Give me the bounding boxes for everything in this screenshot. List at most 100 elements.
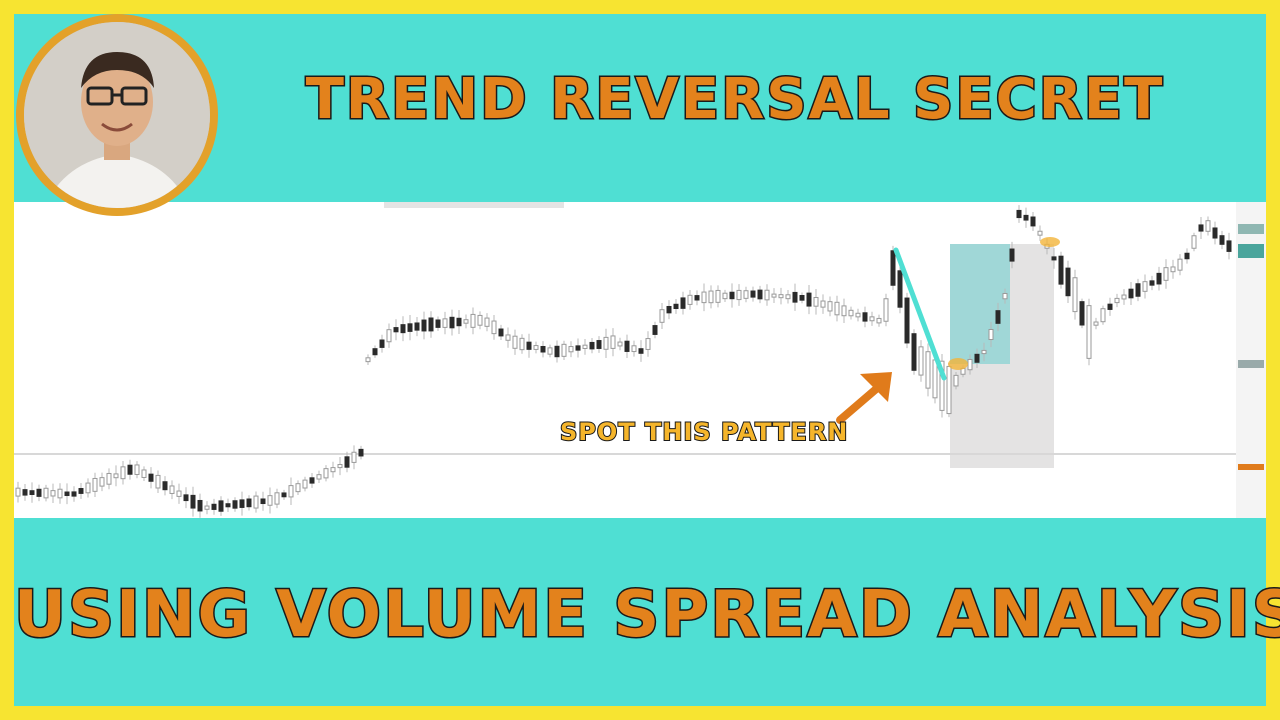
candle-body (1184, 252, 1190, 260)
candle-body (792, 291, 798, 303)
candle-body (421, 319, 427, 332)
candle-body (449, 316, 455, 329)
candle-body (484, 317, 490, 327)
candle-body (694, 295, 700, 301)
candle-body (309, 477, 315, 484)
candle-body (281, 492, 287, 498)
candle-body (1128, 288, 1134, 299)
candle-body (750, 290, 756, 298)
candle-body (15, 487, 21, 497)
candle-body (456, 317, 462, 327)
candle-body (1023, 214, 1029, 221)
headline-top: TREND REVERSAL SECRET (304, 66, 1165, 134)
candle-body (197, 499, 203, 512)
candle-body (512, 335, 518, 349)
candle-body (645, 338, 651, 350)
candle-body (470, 313, 476, 328)
profit-zone-overlay (950, 244, 1010, 364)
candle-body (743, 290, 749, 299)
bottom-banner (14, 518, 1266, 706)
candle-body (701, 291, 707, 304)
candle-body (190, 494, 196, 509)
candle-body (1107, 303, 1113, 310)
candle-body (1177, 258, 1183, 271)
top-banner (14, 14, 1266, 202)
candles (15, 205, 1232, 518)
candle-body (617, 341, 623, 347)
candle-body (967, 358, 973, 371)
candle-body (1212, 227, 1218, 239)
candle-body (981, 349, 987, 355)
candle-body (995, 310, 1001, 324)
candle-body (22, 489, 28, 496)
candle-body (463, 319, 469, 324)
candle-body (736, 289, 742, 301)
candle-body (533, 345, 539, 350)
candle-body (596, 340, 602, 349)
candle-body (92, 477, 98, 492)
candle-body (722, 292, 728, 300)
candle-body (939, 360, 945, 411)
candle-body (477, 314, 483, 326)
candle-body (386, 329, 392, 343)
candle-body (904, 297, 910, 344)
candle-body (351, 451, 357, 463)
candle-body (1205, 220, 1211, 232)
candle-body (1037, 230, 1043, 236)
candle-body (204, 505, 210, 510)
candle-body (729, 291, 735, 300)
candle-body (1156, 272, 1162, 285)
candle-body (239, 499, 245, 508)
price-marker (1238, 224, 1264, 234)
headline-bottom: USING VOLUME SPREAD ANALYSIS (13, 577, 1280, 654)
candle-body (799, 295, 805, 301)
candle-body (778, 294, 784, 299)
candle-body (211, 503, 217, 510)
candle-body (295, 483, 301, 493)
candle-body (715, 289, 721, 303)
candle-body (113, 473, 119, 479)
candle-body (631, 345, 637, 353)
candle-body (862, 312, 868, 322)
candle-body (526, 341, 532, 350)
candle-body (624, 340, 630, 352)
candle-body (568, 346, 574, 353)
highlight-mark (948, 358, 968, 370)
candle-body (582, 344, 588, 349)
candle-body (400, 324, 406, 334)
candle-body (764, 289, 770, 301)
candle-body (1114, 297, 1120, 304)
candle-body (344, 456, 350, 468)
candle-body (267, 495, 273, 506)
candle-body (99, 477, 105, 487)
candle-body (246, 498, 252, 508)
candle-body (1149, 280, 1155, 286)
candle-body (666, 305, 672, 314)
candle-body (575, 345, 581, 351)
callout-label: SPOT THIS PATTERN (559, 417, 849, 447)
candle-body (330, 467, 336, 473)
faint-fragment (384, 202, 564, 208)
candle-body (757, 289, 763, 300)
presenter-portrait-icon (24, 22, 210, 208)
candle-body (365, 357, 371, 363)
candle-body (232, 500, 238, 509)
candle-body (1142, 281, 1148, 292)
candle-body (1198, 224, 1204, 232)
candle-body (1072, 277, 1078, 313)
candle-body (505, 334, 511, 341)
candle-body (435, 319, 441, 328)
candle-body (806, 292, 812, 307)
candle-body (1226, 240, 1232, 252)
candle-body (554, 345, 560, 358)
candle-body (827, 301, 833, 312)
candle-body (638, 348, 644, 354)
candle-body (953, 374, 959, 387)
candle-body (288, 485, 294, 498)
candle-body (155, 474, 161, 489)
candle-body (1058, 255, 1064, 285)
candle-body (890, 250, 896, 286)
candle-body (50, 490, 56, 497)
candle-body (1093, 321, 1099, 326)
candle-body (337, 464, 343, 469)
